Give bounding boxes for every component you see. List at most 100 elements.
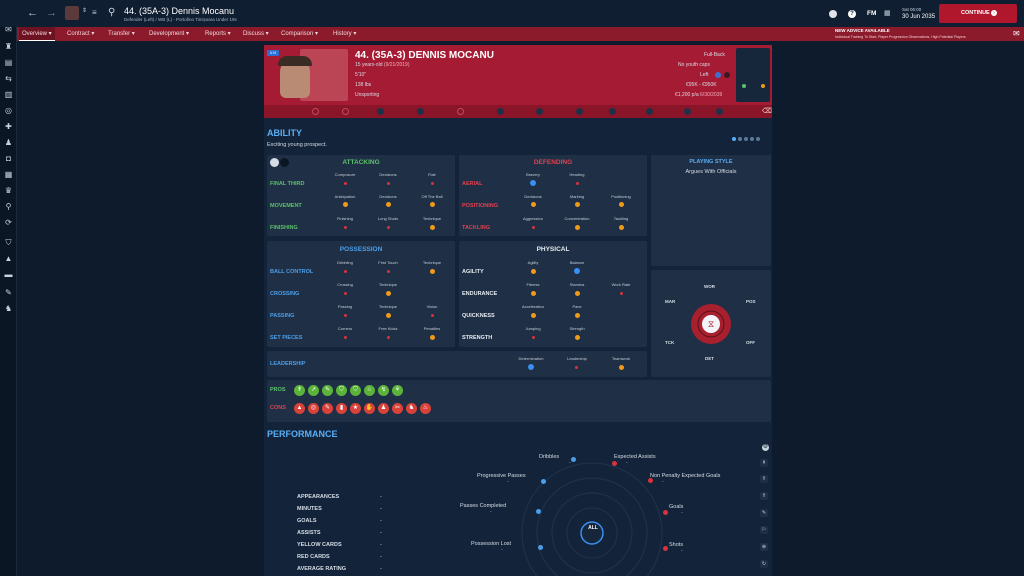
chart-center[interactable] xyxy=(580,521,604,545)
back-arrow-icon[interactable]: ← xyxy=(27,7,38,19)
pro-icon-6[interactable]: ♘ xyxy=(364,385,375,396)
forward-arrow-icon[interactable]: → xyxy=(46,7,57,19)
menu-icon[interactable]: ≡ xyxy=(92,8,97,17)
pro-icon-8[interactable]: ⚘ xyxy=(392,385,403,396)
pro-icon-4[interactable]: ⛉ xyxy=(336,385,347,396)
tab-discuss[interactable]: Discuss ▾ xyxy=(243,31,269,37)
staff-icon[interactable]: ♞ xyxy=(4,304,13,313)
metric-dot[interactable] xyxy=(663,546,668,551)
con-icon-5[interactable]: ★ xyxy=(350,403,361,414)
strip-icon-1[interactable] xyxy=(312,108,319,115)
metric-dot[interactable] xyxy=(541,479,546,484)
con-icon-2[interactable]: ◎ xyxy=(308,403,319,414)
pitch-dot-1 xyxy=(742,84,746,88)
globe-icon[interactable]: ◎ xyxy=(5,106,12,115)
tool-icon-4[interactable]: ✎ xyxy=(760,509,768,517)
tab-reports[interactable]: Reports ▾ xyxy=(205,31,231,37)
metric-dot[interactable] xyxy=(663,510,668,515)
fm-label[interactable]: FM xyxy=(867,10,877,17)
con-icon-9[interactable]: ♞ xyxy=(406,403,417,414)
pro-icon-5[interactable]: ⛉ xyxy=(350,385,361,396)
sub-decisions-2: Decisions xyxy=(379,194,397,199)
finance-icon[interactable]: ▬ xyxy=(4,270,13,279)
club-badge[interactable] xyxy=(829,10,837,18)
tool-icon-5[interactable]: ⚐ xyxy=(760,526,768,534)
tool-icon-1[interactable]: ↟ xyxy=(760,459,768,467)
tab-transfer[interactable]: Transfer ▾ xyxy=(108,31,135,37)
media-icon[interactable]: ◘ xyxy=(6,154,11,163)
con-icon-8[interactable]: ✂ xyxy=(392,403,403,414)
tool-icon-6[interactable]: ⊕ xyxy=(760,543,768,551)
metric-label: Passes Completed xyxy=(460,503,507,509)
con-icon-7[interactable]: ♟ xyxy=(378,403,389,414)
search-icon[interactable]: ⚲ xyxy=(5,202,12,211)
wage-amount: €1,200 p/a xyxy=(675,92,699,98)
metric-dot[interactable] xyxy=(536,509,541,514)
foot-left-icon xyxy=(715,72,721,78)
sub-pace: Pace xyxy=(572,304,582,309)
pager-dot-2 xyxy=(738,137,742,141)
pro-icon-3[interactable]: ✎ xyxy=(322,385,333,396)
pro-icon-7[interactable]: ↯ xyxy=(378,385,389,396)
pen-icon[interactable]: ✎ xyxy=(5,288,12,297)
inbox-icon[interactable]: ✉ xyxy=(5,25,12,34)
tab-development[interactable]: Development ▾ xyxy=(149,31,190,37)
strip-icon-9[interactable] xyxy=(609,108,616,115)
trash-icon[interactable]: ⌫ xyxy=(762,108,772,115)
pro-icon-2[interactable]: ↗ xyxy=(308,385,319,396)
clipboard-icon[interactable]: ▤ xyxy=(4,58,13,67)
con-icon-6[interactable]: ✋ xyxy=(364,403,375,414)
con-icon-1[interactable]: ▲ xyxy=(294,403,305,414)
con-icon-3[interactable]: ✎ xyxy=(322,403,333,414)
tool-icon-3[interactable]: ⇑ xyxy=(760,492,768,500)
metric-dot[interactable] xyxy=(538,545,543,550)
strip-icon-8[interactable] xyxy=(576,108,583,115)
club-icon[interactable]: ⛉ xyxy=(5,238,12,247)
strip-icon-4[interactable] xyxy=(417,108,424,115)
tool-icon-2[interactable]: ⇑ xyxy=(760,475,768,483)
strip-icon-11[interactable] xyxy=(684,108,691,115)
con-icon-10[interactable]: ♨ xyxy=(420,403,431,414)
settings-icon[interactable]: ⚙ xyxy=(762,444,769,451)
strip-icon-10[interactable] xyxy=(646,108,653,115)
transfer-icon[interactable]: ⟳ xyxy=(5,218,12,227)
tab-history[interactable]: History ▾ xyxy=(333,31,357,37)
stat-value: - xyxy=(380,566,382,572)
calendar-icon[interactable]: ▦ xyxy=(4,170,13,179)
pro-icon-1[interactable]: ↟ xyxy=(294,385,305,396)
trophy-icon[interactable]: ♛ xyxy=(4,186,13,195)
metric-dot[interactable] xyxy=(648,478,653,483)
player-header: U19 44. (35A-3) DENNIS MOCANU 15 years-o… xyxy=(264,45,772,105)
metric-dot[interactable] xyxy=(612,461,617,466)
radar-chart: ⧖ xyxy=(691,304,731,344)
strip-icon-5[interactable] xyxy=(457,108,464,115)
data-icon[interactable]: ▥ xyxy=(4,90,13,99)
continue-button[interactable]: CONTINUE › xyxy=(939,4,1017,23)
calendar-icon[interactable]: ▦ xyxy=(884,10,891,17)
tab-contract[interactable]: Contract ▾ xyxy=(67,31,95,37)
strip-icon-7[interactable] xyxy=(536,108,543,115)
strip-icon-3[interactable] xyxy=(377,108,384,115)
sub-leadership: Leadership xyxy=(567,356,587,361)
stat-label: RED CARDS xyxy=(297,554,330,560)
strip-icon-6[interactable] xyxy=(497,108,504,115)
tab-comparison[interactable]: Comparison ▾ xyxy=(281,31,319,37)
search-icon[interactable]: ⚲ xyxy=(108,7,116,18)
youth-icon[interactable]: ▲ xyxy=(4,254,13,263)
squad-icon[interactable]: ♜ xyxy=(4,42,13,51)
advice-banner[interactable]: NEW ADVICE AVAILABLE Individual Training… xyxy=(832,27,1024,41)
sub-concentration: Concentration xyxy=(564,216,590,221)
metric-value: - xyxy=(507,479,509,485)
tool-icon-7[interactable]: ↻ xyxy=(760,560,768,568)
strip-icon-12[interactable] xyxy=(716,108,723,115)
help-icon[interactable]: ? xyxy=(848,10,856,18)
chart-center-label[interactable]: ALL xyxy=(588,525,598,531)
medical-icon[interactable]: ✚ xyxy=(5,122,12,131)
tactics-icon[interactable]: ⇆ xyxy=(5,74,12,83)
metric-dot[interactable] xyxy=(571,457,576,462)
coaches-icon[interactable]: ♟ xyxy=(4,138,13,147)
tab-overview[interactable]: Overview ▾ xyxy=(19,27,55,41)
chevron-updown-icon[interactable]: ⇕ xyxy=(82,8,88,14)
strip-icon-2[interactable] xyxy=(342,108,349,115)
con-icon-4[interactable]: ▮ xyxy=(336,403,347,414)
